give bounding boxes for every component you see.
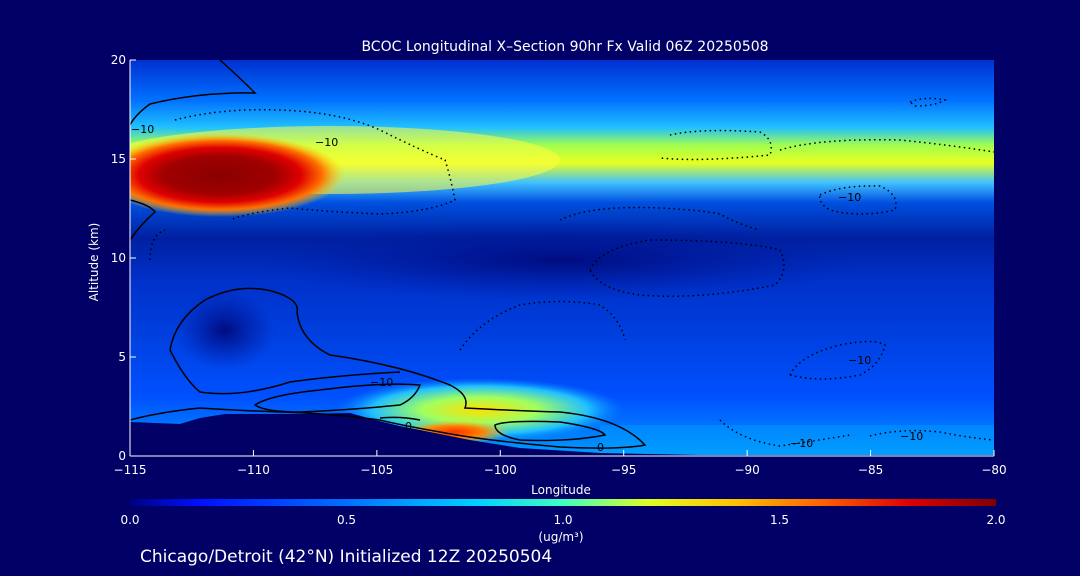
x-tick-label: −110 [237, 463, 270, 477]
dark-region-west [175, 290, 275, 370]
terrain [130, 413, 994, 456]
x-tick-label: −85 [858, 463, 883, 477]
colorbar-label: (ug/m³) [538, 530, 583, 544]
dark-region-mid [260, 220, 860, 300]
colorbar-ticks: 0.0 0.5 1.0 1.5 2.0 [120, 513, 1005, 527]
x-tick-label: −105 [360, 463, 393, 477]
contour-label: −10 [838, 191, 861, 204]
colorbar [130, 499, 996, 506]
surface-band [600, 425, 994, 456]
y-tick-label: 0 [118, 449, 126, 463]
x-tick-label: −100 [484, 463, 517, 477]
contour-label: −10 [131, 123, 154, 136]
y-tick-label: 5 [118, 350, 126, 364]
y-axis-label: Altitude (km) [87, 223, 101, 302]
colorbar-tick-label: 1.5 [770, 513, 789, 527]
y-ticks: 0 5 10 15 20 [111, 53, 136, 463]
chart-title: BCOC Longitudinal X–Section 90hr Fx Vali… [361, 39, 768, 55]
x-ticks: −115 −110 −105 −100 −95 −90 −85 −80 [114, 450, 1007, 477]
colorbar-tick-label: 0.0 [120, 513, 139, 527]
x-tick-label: −90 [734, 463, 759, 477]
x-tick-label: −95 [611, 463, 636, 477]
contour-labels: −10 −10 −10 0 0 −10 −10 −10 −10 [131, 123, 923, 454]
contour-label: 0 [405, 420, 412, 433]
contour-label: −10 [315, 136, 338, 149]
y-tick-label: 10 [111, 251, 126, 265]
dotted-contours [149, 97, 994, 447]
contour-label: 0 [597, 441, 604, 454]
contour-label: −10 [848, 354, 871, 367]
y-tick-label: 20 [111, 53, 126, 67]
x-tick-label: −80 [981, 463, 1006, 477]
contour-label: −10 [790, 437, 813, 450]
x-tick-label: −115 [114, 463, 147, 477]
x-axis-label: Longitude [531, 483, 591, 497]
footer-text: Chicago/Detroit (42°N) Initialized 12Z 2… [140, 547, 552, 567]
contour-label: −10 [370, 376, 393, 389]
heatmap-field [130, 60, 994, 456]
upper-plume-core [130, 133, 345, 217]
contour-label: −10 [900, 430, 923, 443]
y-tick-label: 15 [111, 152, 126, 166]
colorbar-tick-label: 1.0 [553, 513, 572, 527]
colorbar-tick-label: 0.5 [337, 513, 356, 527]
colorbar-tick-label: 2.0 [986, 513, 1005, 527]
solid-contours [130, 60, 647, 449]
